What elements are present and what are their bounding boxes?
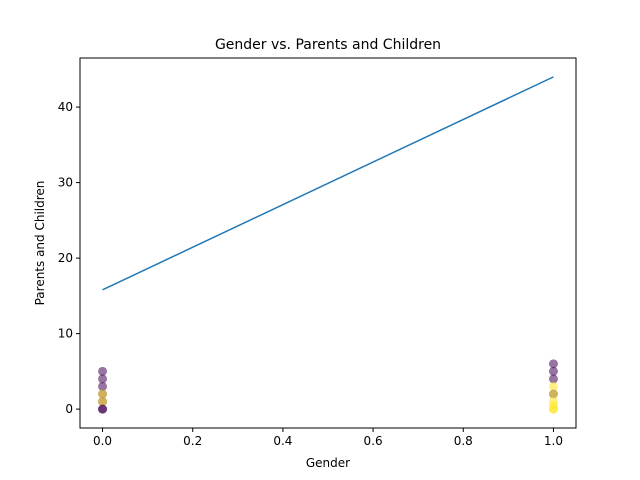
data-point — [98, 366, 108, 376]
chart-title: Gender vs. Parents and Children — [215, 37, 441, 53]
data-point — [548, 404, 558, 414]
data-point — [98, 374, 108, 384]
y-tick-label: 20 — [58, 251, 73, 265]
y-tick-label: 10 — [58, 327, 73, 341]
data-point — [548, 381, 558, 391]
data-point — [548, 389, 558, 399]
data-point — [548, 359, 558, 369]
data-point — [98, 389, 108, 399]
x-tick-label: 0.2 — [183, 434, 202, 448]
plot-frame — [79, 57, 577, 429]
x-tick-label: 0.8 — [454, 434, 473, 448]
x-tick-label: 1.0 — [544, 434, 563, 448]
x-tick-label: 0.6 — [364, 434, 383, 448]
x-tick-label: 0.0 — [93, 434, 112, 448]
x-axis-label: Gender — [306, 456, 350, 470]
y-axis-ticks: 0 10 20 30 40 — [58, 100, 80, 416]
trend-line — [102, 76, 554, 291]
data-point — [98, 397, 108, 407]
plot-area — [98, 76, 558, 414]
y-axis-label: Parents and Children — [33, 181, 47, 306]
data-point — [98, 404, 108, 414]
data-point — [548, 366, 558, 376]
x-tick-label: 0.4 — [273, 434, 292, 448]
data-point — [548, 374, 558, 384]
y-tick-label: 0 — [65, 402, 73, 416]
y-tick-label: 40 — [58, 100, 73, 114]
x-axis-ticks: 0.0 0.2 0.4 0.6 0.8 1.0 — [93, 428, 563, 448]
y-tick-label: 30 — [58, 176, 73, 190]
data-point — [98, 381, 108, 391]
